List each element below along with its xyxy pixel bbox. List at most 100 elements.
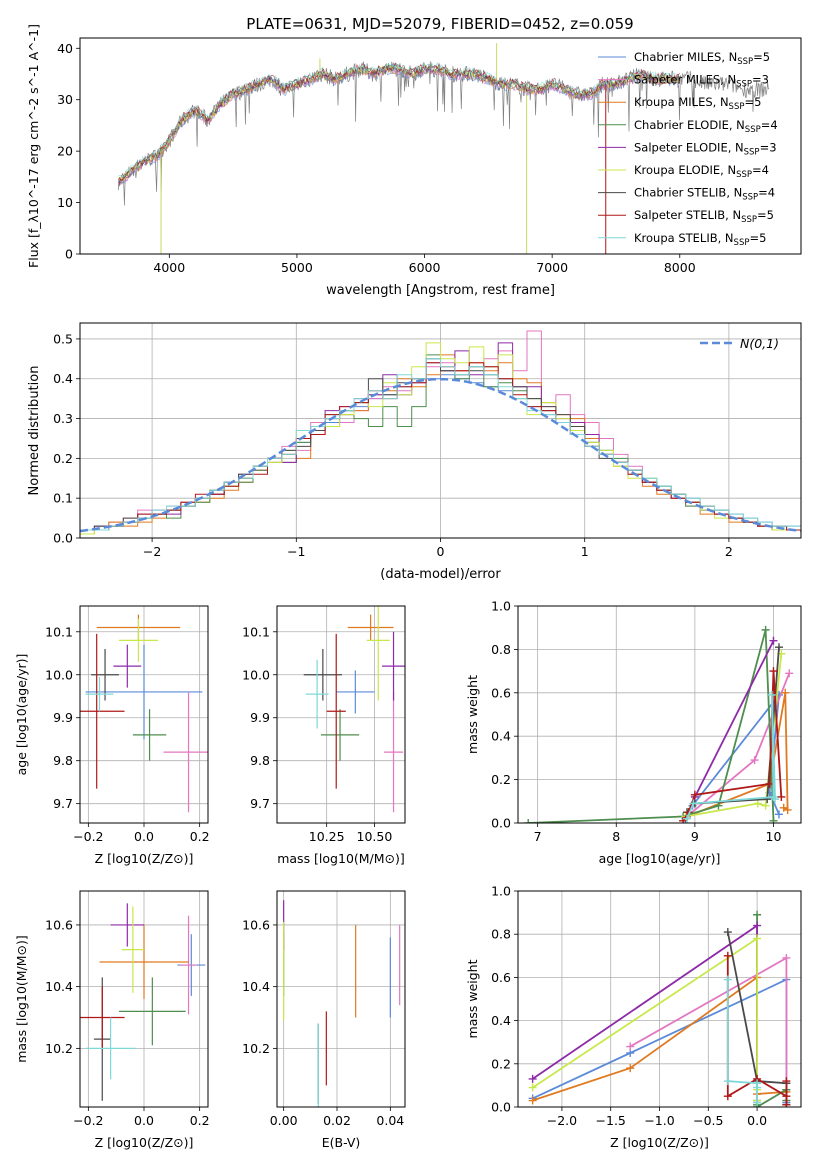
x-tick-label: −0.2	[73, 1113, 103, 1128]
residuals-frame	[79, 322, 802, 539]
spectrum-frame	[79, 37, 802, 255]
y-tick-label: 10.1	[45, 624, 73, 639]
weight-marker	[723, 951, 732, 960]
x-tick-label: −1.0	[644, 1113, 674, 1128]
y-tick-label: 0.2	[491, 772, 511, 787]
weight-marker	[769, 636, 778, 645]
x-tick-label: 0	[437, 544, 445, 559]
y-tick-label: 9.7	[53, 796, 73, 811]
y-tick-label: 10.4	[45, 979, 73, 994]
y-axis-label: mass [log10(M/M⊙)]	[14, 935, 29, 1063]
age_vs_mass-frame	[276, 605, 406, 824]
x-tick-label: 0.00	[270, 1113, 298, 1128]
y-tick-label: 20	[57, 144, 73, 159]
x-axis-label: Z [log10(Z/Z⊙)]	[95, 851, 194, 866]
x-tick-label: 7000	[536, 260, 568, 275]
x-tick-label: 4000	[153, 260, 185, 275]
y-tick-label: 0	[65, 247, 73, 262]
x-tick-label: 0.2	[190, 1113, 210, 1128]
weight-marker	[626, 1042, 635, 1051]
y-tick-label: 1.0	[491, 884, 511, 899]
spectrum-axes: 4000 5000 6000 7000 8000 0 10 20 30 40	[57, 41, 770, 275]
y-tick-label: 10.6	[242, 917, 270, 932]
weight-marker	[626, 1064, 635, 1073]
weight-marker	[761, 625, 770, 634]
weight-marker	[782, 953, 791, 962]
y-tick-label: 10.0	[45, 667, 73, 682]
weight-marker	[723, 928, 732, 937]
legend-entry: Kroupa MILES, NSSP=5	[634, 95, 761, 112]
y-tick-label: 0.1	[53, 491, 73, 506]
residuals-legend: N(0,1)	[700, 336, 779, 351]
y-tick-label: 10.4	[242, 979, 270, 994]
legend-entry: Salpeter MILES, NSSP=3	[634, 73, 769, 90]
x-axis-label: wavelength [Angstrom, rest frame]	[326, 283, 555, 298]
model-spectrum-line	[118, 62, 681, 181]
y-tick-label: 40	[57, 41, 73, 56]
y-tick-label: 9.7	[250, 796, 270, 811]
weight-marker	[524, 819, 533, 823]
y-tick-label: 9.9	[53, 710, 73, 725]
weight-marker	[753, 921, 762, 930]
weight-line	[682, 671, 783, 822]
figure-title: PLATE=0631, MJD=52079, FIBERID=0452, z=0…	[246, 15, 633, 33]
y-tick-label: 0.8	[491, 927, 511, 942]
weight-marker	[723, 975, 732, 984]
legend-entry: Salpeter STELIB, NSSP=5	[634, 208, 774, 225]
weight-line	[726, 979, 758, 1103]
residuals-axes: −2 −1 0 1 2 0.0 0.1 0.2 0.3 0.4 0.5	[53, 323, 801, 559]
weight-marker	[782, 1077, 791, 1086]
y-tick-label: 0.5	[53, 331, 73, 346]
weight-marker	[528, 1074, 537, 1083]
x-tick-label: 0.2	[190, 829, 210, 844]
weight-marker	[753, 1083, 762, 1092]
x-tick-label: 0.04	[376, 1113, 404, 1128]
x-tick-label: 0.02	[323, 1113, 351, 1128]
weight-marker	[750, 756, 759, 765]
x-axis-label: Z [log10(Z/Z⊙)]	[610, 1135, 709, 1150]
y-tick-label: 0.4	[491, 1013, 511, 1028]
x-tick-label: 0.0	[134, 829, 154, 844]
y-tick-label: 30	[57, 92, 73, 107]
x-tick-label: 5000	[281, 260, 313, 275]
y-tick-label: 0.6	[491, 970, 511, 985]
y-tick-label: 9.9	[250, 710, 270, 725]
weight-marker	[714, 801, 723, 810]
y-tick-label: 10	[57, 195, 73, 210]
weight-marker	[771, 795, 780, 804]
x-tick-label: −0.5	[693, 1113, 723, 1128]
weight-marker	[785, 669, 794, 678]
y-tick-label: 10.2	[242, 1041, 270, 1056]
x-axis-label: Z [log10(Z/Z⊙)]	[95, 1135, 194, 1150]
weight-marker	[528, 1083, 537, 1092]
weight-marker	[782, 1092, 791, 1101]
weight-marker	[689, 799, 698, 808]
weight-marker	[777, 792, 786, 801]
legend-entry: Chabrier ELODIE, NSSP=4	[634, 118, 778, 135]
y-tick-label: 0.6	[491, 685, 511, 700]
y-tick-label: 10.2	[45, 1041, 73, 1056]
legend-entry: N(0,1)	[740, 336, 779, 351]
weight-marker	[753, 934, 762, 943]
weight-line	[532, 936, 758, 1101]
y-tick-label: 0.3	[53, 411, 73, 426]
weight-marker	[723, 1077, 732, 1086]
x-axis-label: mass [log10(M/M⊙)]	[277, 851, 405, 866]
age_vs_mass-axes: 10.25 10.50 9.7 9.8 9.9 10.0 10.1	[242, 606, 405, 844]
y-tick-label: 10.0	[242, 667, 270, 682]
x-tick-label: 1	[581, 544, 589, 559]
weight-marker	[765, 779, 774, 788]
x-tick-label: 0.0	[747, 1113, 767, 1128]
legend-entry: Salpeter ELODIE, NSSP=3	[634, 140, 777, 157]
weight-marker	[767, 690, 776, 699]
y-tick-label: 0.4	[491, 729, 511, 744]
x-tick-label: 8000	[664, 260, 696, 275]
weight_vs_z-axes: −2.0 −1.5 −1.0 −0.5 0.0 0.0 0.2 0.4 0.6 0.8 1.0	[491, 884, 801, 1128]
weight-marker	[781, 688, 790, 697]
weight-marker	[753, 1098, 762, 1107]
y-tick-label: 1.0	[491, 599, 511, 614]
x-tick-label: 10	[766, 829, 782, 844]
weight-marker	[761, 801, 770, 810]
weight-marker	[723, 1092, 732, 1101]
x-axis-label: age [log10(age/yr)]	[599, 851, 721, 866]
